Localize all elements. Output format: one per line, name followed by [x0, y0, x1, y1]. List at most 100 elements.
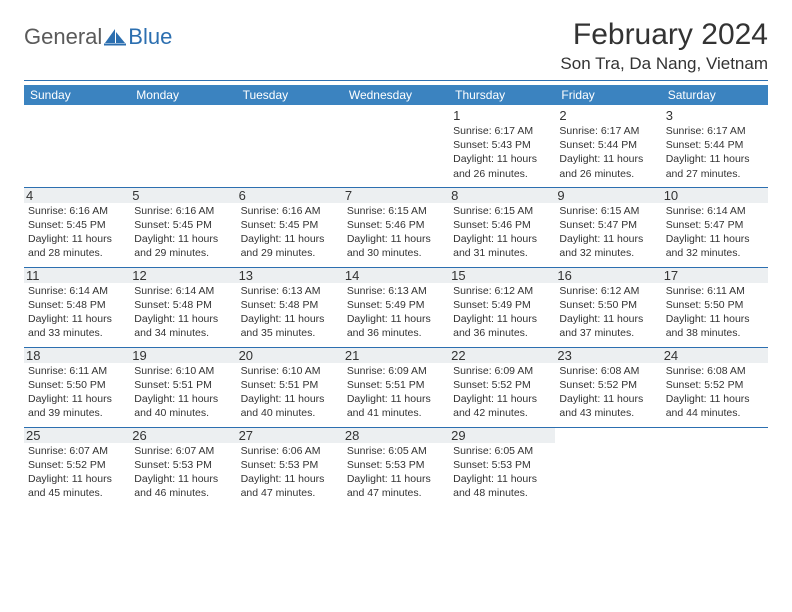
day-number: 12 [130, 268, 236, 283]
day-details: Sunrise: 6:09 AMSunset: 5:51 PMDaylight:… [347, 364, 445, 421]
calendar-day-cell: 1Sunrise: 6:17 AMSunset: 5:43 PMDaylight… [449, 105, 555, 187]
logo-text-blue: Blue [128, 24, 172, 50]
day-number: 18 [24, 348, 130, 363]
weekday-header: Saturday [662, 85, 768, 105]
day-number: 25 [24, 428, 130, 443]
calendar-day-cell: 12Sunrise: 6:14 AMSunset: 5:48 PMDayligh… [130, 267, 236, 347]
logo-sail-icon [104, 28, 126, 46]
calendar-day-cell: 16Sunrise: 6:12 AMSunset: 5:50 PMDayligh… [555, 267, 661, 347]
day-details: Sunrise: 6:16 AMSunset: 5:45 PMDaylight:… [241, 204, 339, 261]
calendar-day-cell: 13Sunrise: 6:13 AMSunset: 5:48 PMDayligh… [237, 267, 343, 347]
day-number: 24 [662, 348, 768, 363]
calendar-empty-cell [130, 105, 236, 187]
calendar-day-cell: 2Sunrise: 6:17 AMSunset: 5:44 PMDaylight… [555, 105, 661, 187]
header: General Blue February 2024 Son Tra, Da N… [24, 18, 768, 74]
calendar-day-cell: 5Sunrise: 6:16 AMSunset: 5:45 PMDaylight… [130, 187, 236, 267]
calendar-day-cell: 8Sunrise: 6:15 AMSunset: 5:46 PMDaylight… [449, 187, 555, 267]
day-details: Sunrise: 6:10 AMSunset: 5:51 PMDaylight:… [134, 364, 232, 421]
calendar-day-cell: 27Sunrise: 6:06 AMSunset: 5:53 PMDayligh… [237, 427, 343, 507]
calendar-day-cell: 21Sunrise: 6:09 AMSunset: 5:51 PMDayligh… [343, 347, 449, 427]
location-text: Son Tra, Da Nang, Vietnam [560, 54, 768, 74]
day-details: Sunrise: 6:08 AMSunset: 5:52 PMDaylight:… [666, 364, 764, 421]
day-details: Sunrise: 6:06 AMSunset: 5:53 PMDaylight:… [241, 444, 339, 501]
day-number: 22 [449, 348, 555, 363]
day-details: Sunrise: 6:05 AMSunset: 5:53 PMDaylight:… [453, 444, 551, 501]
calendar-empty-cell [237, 105, 343, 187]
calendar-day-cell: 11Sunrise: 6:14 AMSunset: 5:48 PMDayligh… [24, 267, 130, 347]
weekday-header: Wednesday [343, 85, 449, 105]
calendar-day-cell: 26Sunrise: 6:07 AMSunset: 5:53 PMDayligh… [130, 427, 236, 507]
title-block: February 2024 Son Tra, Da Nang, Vietnam [560, 18, 768, 74]
day-details: Sunrise: 6:08 AMSunset: 5:52 PMDaylight:… [559, 364, 657, 421]
day-details: Sunrise: 6:14 AMSunset: 5:48 PMDaylight:… [134, 284, 232, 341]
calendar-day-cell: 29Sunrise: 6:05 AMSunset: 5:53 PMDayligh… [449, 427, 555, 507]
calendar-week-row: 18Sunrise: 6:11 AMSunset: 5:50 PMDayligh… [24, 347, 768, 427]
day-details: Sunrise: 6:17 AMSunset: 5:44 PMDaylight:… [559, 124, 657, 181]
calendar-day-cell: 18Sunrise: 6:11 AMSunset: 5:50 PMDayligh… [24, 347, 130, 427]
calendar-day-cell: 17Sunrise: 6:11 AMSunset: 5:50 PMDayligh… [662, 267, 768, 347]
day-number: 2 [559, 108, 657, 123]
day-details: Sunrise: 6:14 AMSunset: 5:48 PMDaylight:… [28, 284, 126, 341]
day-number: 17 [662, 268, 768, 283]
calendar-day-cell: 6Sunrise: 6:16 AMSunset: 5:45 PMDaylight… [237, 187, 343, 267]
day-number: 20 [237, 348, 343, 363]
day-number: 14 [343, 268, 449, 283]
day-number: 6 [237, 188, 343, 203]
weekday-header: Tuesday [237, 85, 343, 105]
calendar-day-cell: 9Sunrise: 6:15 AMSunset: 5:47 PMDaylight… [555, 187, 661, 267]
day-details: Sunrise: 6:05 AMSunset: 5:53 PMDaylight:… [347, 444, 445, 501]
day-number: 3 [666, 108, 764, 123]
calendar-day-cell: 22Sunrise: 6:09 AMSunset: 5:52 PMDayligh… [449, 347, 555, 427]
day-details: Sunrise: 6:11 AMSunset: 5:50 PMDaylight:… [666, 284, 764, 341]
day-details: Sunrise: 6:15 AMSunset: 5:46 PMDaylight:… [347, 204, 445, 261]
calendar-empty-cell [555, 427, 661, 507]
day-number: 23 [555, 348, 661, 363]
day-details: Sunrise: 6:13 AMSunset: 5:49 PMDaylight:… [347, 284, 445, 341]
calendar-day-cell: 7Sunrise: 6:15 AMSunset: 5:46 PMDaylight… [343, 187, 449, 267]
calendar-day-cell: 25Sunrise: 6:07 AMSunset: 5:52 PMDayligh… [24, 427, 130, 507]
calendar-day-cell: 19Sunrise: 6:10 AMSunset: 5:51 PMDayligh… [130, 347, 236, 427]
day-number: 15 [449, 268, 555, 283]
day-details: Sunrise: 6:07 AMSunset: 5:53 PMDaylight:… [134, 444, 232, 501]
day-details: Sunrise: 6:09 AMSunset: 5:52 PMDaylight:… [453, 364, 551, 421]
day-number: 29 [449, 428, 555, 443]
weekday-header: Monday [130, 85, 236, 105]
logo: General Blue [24, 18, 172, 50]
day-number: 28 [343, 428, 449, 443]
calendar-empty-cell [24, 105, 130, 187]
calendar-day-cell: 28Sunrise: 6:05 AMSunset: 5:53 PMDayligh… [343, 427, 449, 507]
day-details: Sunrise: 6:15 AMSunset: 5:47 PMDaylight:… [559, 204, 657, 261]
day-details: Sunrise: 6:12 AMSunset: 5:50 PMDaylight:… [559, 284, 657, 341]
day-details: Sunrise: 6:17 AMSunset: 5:44 PMDaylight:… [666, 124, 764, 181]
day-number: 5 [130, 188, 236, 203]
day-number: 8 [449, 188, 555, 203]
calendar-day-cell: 23Sunrise: 6:08 AMSunset: 5:52 PMDayligh… [555, 347, 661, 427]
calendar-empty-cell [343, 105, 449, 187]
weekday-header: Thursday [449, 85, 555, 105]
day-number: 10 [662, 188, 768, 203]
day-number: 9 [555, 188, 661, 203]
day-details: Sunrise: 6:07 AMSunset: 5:52 PMDaylight:… [28, 444, 126, 501]
page-title: February 2024 [560, 18, 768, 52]
day-details: Sunrise: 6:17 AMSunset: 5:43 PMDaylight:… [453, 124, 551, 181]
day-details: Sunrise: 6:13 AMSunset: 5:48 PMDaylight:… [241, 284, 339, 341]
calendar-day-cell: 3Sunrise: 6:17 AMSunset: 5:44 PMDaylight… [662, 105, 768, 187]
logo-text-general: General [24, 24, 102, 50]
weekday-header: Friday [555, 85, 661, 105]
day-details: Sunrise: 6:10 AMSunset: 5:51 PMDaylight:… [241, 364, 339, 421]
calendar-week-row: 1Sunrise: 6:17 AMSunset: 5:43 PMDaylight… [24, 105, 768, 187]
weekday-header-row: SundayMondayTuesdayWednesdayThursdayFrid… [24, 85, 768, 105]
day-number: 7 [343, 188, 449, 203]
day-details: Sunrise: 6:15 AMSunset: 5:46 PMDaylight:… [453, 204, 551, 261]
calendar-day-cell: 20Sunrise: 6:10 AMSunset: 5:51 PMDayligh… [237, 347, 343, 427]
day-details: Sunrise: 6:16 AMSunset: 5:45 PMDaylight:… [134, 204, 232, 261]
calendar-day-cell: 24Sunrise: 6:08 AMSunset: 5:52 PMDayligh… [662, 347, 768, 427]
day-details: Sunrise: 6:14 AMSunset: 5:47 PMDaylight:… [666, 204, 764, 261]
calendar-week-row: 11Sunrise: 6:14 AMSunset: 5:48 PMDayligh… [24, 267, 768, 347]
calendar-week-row: 4Sunrise: 6:16 AMSunset: 5:45 PMDaylight… [24, 187, 768, 267]
day-details: Sunrise: 6:16 AMSunset: 5:45 PMDaylight:… [28, 204, 126, 261]
top-rule [24, 80, 768, 81]
day-number: 13 [237, 268, 343, 283]
day-details: Sunrise: 6:11 AMSunset: 5:50 PMDaylight:… [28, 364, 126, 421]
day-details: Sunrise: 6:12 AMSunset: 5:49 PMDaylight:… [453, 284, 551, 341]
